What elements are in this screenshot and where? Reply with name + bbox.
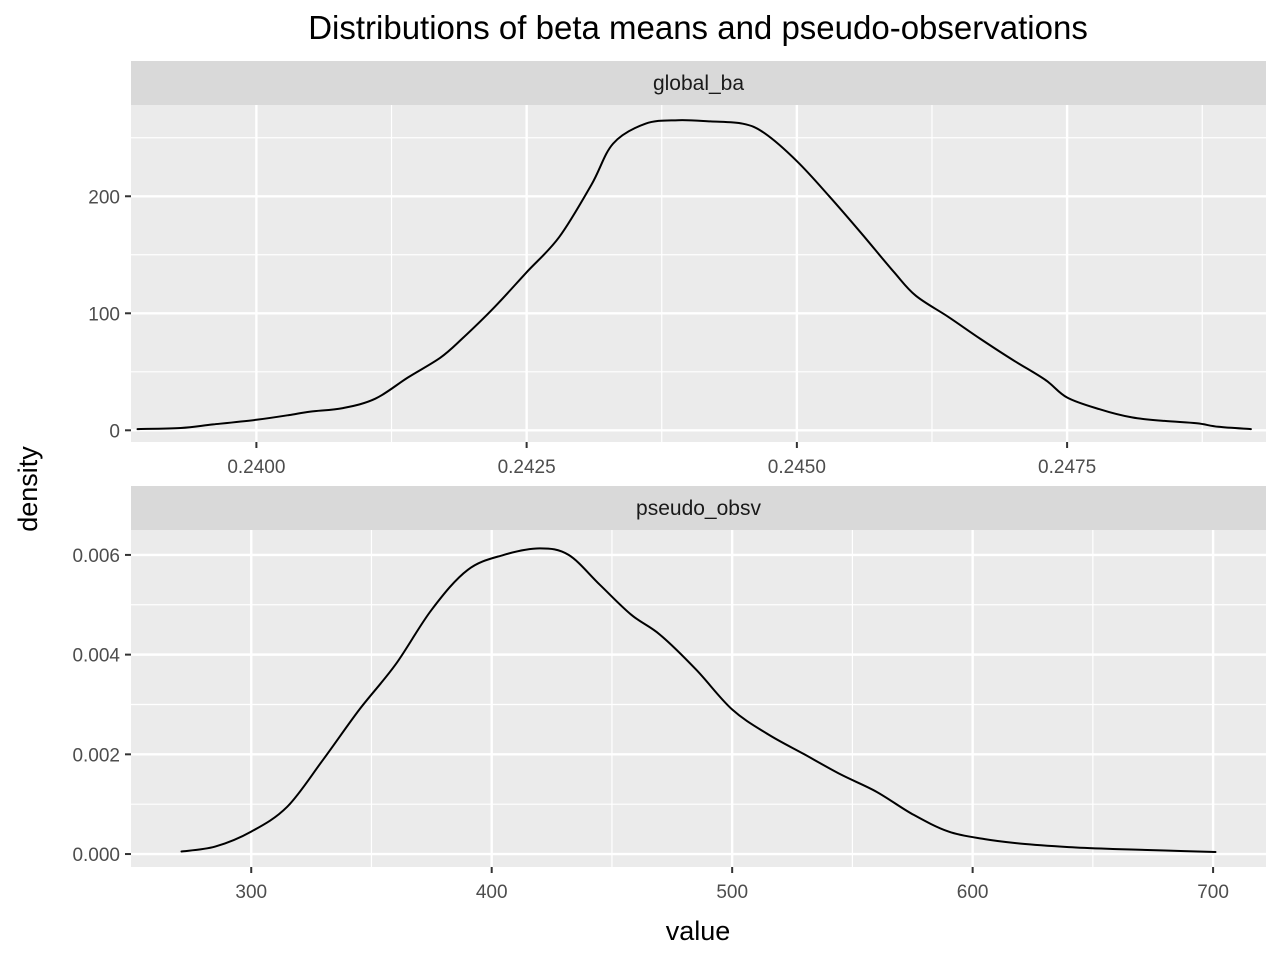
chart-title: Distributions of beta means and pseudo-o… — [308, 9, 1088, 46]
x-tick-label: 300 — [235, 882, 267, 903]
y-tick-label: 100 — [88, 304, 120, 325]
density-curve-pseudo_obsv — [180, 547, 1217, 853]
x-tick-label: 0.2400 — [227, 457, 285, 478]
x-tick-label: 400 — [476, 882, 508, 903]
facet-pseudo_obsv: pseudo_obsv 300 400 500 600 700 0.000 0.002 0.00… — [72, 486, 1266, 903]
x-tick-label: 0.2475 — [1038, 457, 1096, 478]
y-tick-label: 0.004 — [72, 646, 120, 667]
facet-strip — [131, 61, 1266, 105]
facet-strip — [131, 486, 1266, 530]
y-tick-label: 0.000 — [72, 845, 120, 866]
facet-strip-label: global_ba — [653, 72, 744, 95]
y-tick-label: 0.002 — [72, 745, 120, 766]
density-curve-global_ba — [136, 119, 1252, 431]
panel-background — [131, 105, 1266, 442]
panel-background — [131, 530, 1266, 867]
y-tick-label: 0 — [109, 421, 120, 442]
facet-strip-label: pseudo_obsv — [636, 497, 761, 520]
x-tick-label: 0.2425 — [498, 457, 556, 478]
facet-panels: global_ba 0.2400 0.2425 0.2450 0.2475 0 100 200… — [72, 61, 1266, 903]
y-axis-title: density — [13, 446, 43, 532]
x-axis-title: value — [666, 916, 731, 946]
x-tick-label: 600 — [957, 882, 989, 903]
x-tick-label: 0.2450 — [768, 457, 826, 478]
y-tick-label: 0.006 — [72, 546, 120, 567]
x-tick-label: 700 — [1197, 882, 1229, 903]
y-tick-label: 200 — [88, 187, 120, 208]
x-tick-label: 500 — [716, 882, 748, 903]
facet-global_ba: global_ba 0.2400 0.2425 0.2450 0.2475 0 100 200 — [88, 61, 1266, 478]
